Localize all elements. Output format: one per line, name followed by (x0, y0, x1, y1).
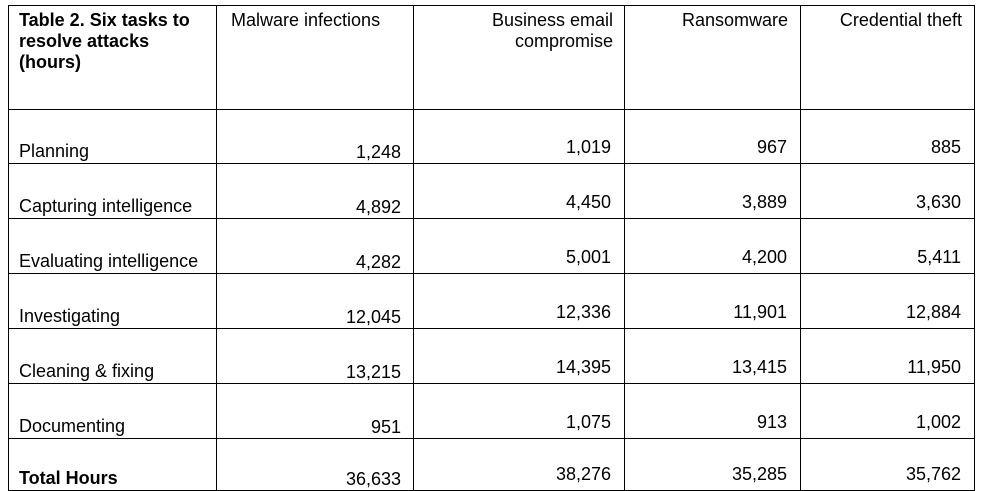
task-label: Investigating (8, 273, 217, 329)
cell-value: 951 (216, 383, 414, 439)
total-value: 38,276 (413, 438, 625, 491)
table-row: Capturing intelligence 4,892 4,450 3,889… (8, 163, 975, 219)
cell-value: 12,884 (800, 273, 975, 329)
column-header-business-email: Business email compromise (413, 5, 625, 110)
total-value: 35,285 (624, 438, 801, 491)
table-caption: Table 2. Six tasks to resolve attacks (h… (8, 5, 217, 110)
cell-value: 4,200 (624, 218, 801, 274)
table-row: Investigating 12,045 12,336 11,901 12,88… (8, 273, 975, 329)
cell-value: 1,248 (216, 109, 414, 164)
cell-value: 4,892 (216, 163, 414, 219)
cell-value: 1,002 (800, 383, 975, 439)
table-row: Cleaning & fixing 13,215 14,395 13,415 1… (8, 328, 975, 384)
total-value: 36,633 (216, 438, 414, 491)
cell-value: 967 (624, 109, 801, 164)
total-value: 35,762 (800, 438, 975, 491)
column-header-malware: Malware infections (216, 5, 414, 110)
task-label: Cleaning & fixing (8, 328, 217, 384)
cell-value: 11,950 (800, 328, 975, 384)
attack-hours-table: Table 2. Six tasks to resolve attacks (h… (8, 5, 975, 491)
cell-value: 13,415 (624, 328, 801, 384)
cell-value: 4,282 (216, 218, 414, 274)
header-row: Table 2. Six tasks to resolve attacks (h… (8, 5, 975, 110)
cell-value: 11,901 (624, 273, 801, 329)
task-label: Documenting (8, 383, 217, 439)
cell-value: 5,411 (800, 218, 975, 274)
table-row: Planning 1,248 1,019 967 885 (8, 109, 975, 164)
cell-value: 1,075 (413, 383, 625, 439)
cell-value: 12,336 (413, 273, 625, 329)
column-header-credential-theft: Credential theft (800, 5, 975, 110)
cell-value: 14,395 (413, 328, 625, 384)
cell-value: 913 (624, 383, 801, 439)
table-row: Documenting 951 1,075 913 1,002 (8, 383, 975, 439)
table-row: Evaluating intelligence 4,282 5,001 4,20… (8, 218, 975, 274)
cell-value: 4,450 (413, 163, 625, 219)
cell-value: 12,045 (216, 273, 414, 329)
task-label: Planning (8, 109, 217, 164)
column-header-ransomware: Ransomware (624, 5, 801, 110)
cell-value: 13,215 (216, 328, 414, 384)
total-row: Total Hours 36,633 38,276 35,285 35,762 (8, 438, 975, 491)
cell-value: 885 (800, 109, 975, 164)
total-label: Total Hours (8, 438, 217, 491)
cell-value: 3,630 (800, 163, 975, 219)
cell-value: 1,019 (413, 109, 625, 164)
task-label: Capturing intelligence (8, 163, 217, 219)
cell-value: 5,001 (413, 218, 625, 274)
task-label: Evaluating intelligence (8, 218, 217, 274)
cell-value: 3,889 (624, 163, 801, 219)
